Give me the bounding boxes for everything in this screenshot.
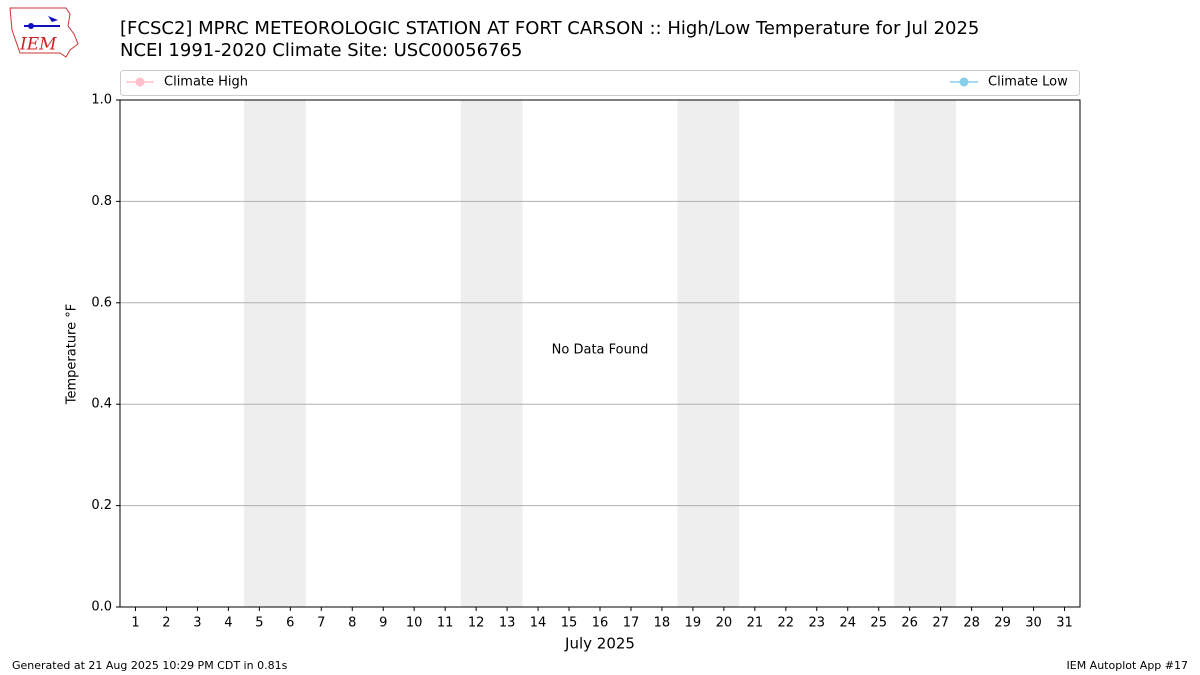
x-tick-label: 26 [901, 616, 918, 631]
shaded-span [677, 100, 740, 607]
logo-text: IEM [19, 35, 57, 55]
legend-marker [135, 77, 145, 87]
y-axis-label: Temperature °F [65, 304, 80, 405]
logo-dot [28, 23, 34, 29]
x-tick-label: 22 [778, 616, 795, 631]
legend-marker [959, 77, 969, 87]
footer-left: Generated at 21 Aug 2025 10:29 PM CDT in… [12, 659, 288, 672]
x-tick-label: 15 [561, 616, 578, 631]
x-tick-label: 8 [348, 616, 356, 631]
x-tick-label: 21 [747, 616, 764, 631]
x-tick-label: 14 [530, 616, 547, 631]
x-tick-label: 23 [809, 616, 826, 631]
footer-right: IEM Autoplot App #17 [1067, 659, 1189, 672]
y-tick-label: 0.8 [91, 194, 112, 209]
x-tick-label: 5 [255, 616, 263, 631]
x-axis-label: July 2025 [564, 635, 635, 653]
x-tick-label: 25 [870, 616, 887, 631]
shaded-span [894, 100, 957, 607]
x-tick-label: 19 [685, 616, 702, 631]
chart-subtitle: NCEI 1991-2020 Climate Site: USC00056765 [120, 40, 522, 61]
x-tick-label: 10 [406, 616, 423, 631]
annotation: No Data Found [552, 343, 649, 358]
shaded-span [243, 100, 306, 607]
chart-title: [FCSC2] MPRC METEOROLOGIC STATION AT FOR… [120, 18, 979, 39]
x-tick-label: 31 [1056, 616, 1073, 631]
x-tick-label: 30 [1025, 616, 1042, 631]
y-tick-label: 0.0 [91, 600, 112, 615]
x-tick-label: 17 [623, 616, 640, 631]
x-tick-label: 2 [162, 616, 170, 631]
y-tick-label: 0.6 [91, 295, 112, 310]
x-tick-label: 11 [437, 616, 454, 631]
x-tick-label: 13 [499, 616, 516, 631]
x-tick-label: 4 [224, 616, 232, 631]
x-tick-label: 6 [286, 616, 294, 631]
x-tick-label: 24 [839, 616, 856, 631]
x-tick-label: 28 [963, 616, 980, 631]
y-tick-label: 0.2 [91, 498, 112, 513]
x-tick-label: 18 [654, 616, 671, 631]
legend-box [120, 70, 1080, 96]
x-tick-label: 1 [131, 616, 139, 631]
logo-outline [9, 7, 79, 58]
x-tick-label: 12 [468, 616, 485, 631]
shaded-span [460, 100, 523, 607]
logo: IEM [9, 7, 79, 58]
y-tick-label: 1.0 [91, 93, 112, 108]
x-tick-label: 7 [317, 616, 325, 631]
legend-label: Climate High [164, 75, 248, 90]
legend-label: Climate Low [988, 75, 1068, 90]
x-tick-label: 9 [379, 616, 387, 631]
plot-frame [119, 99, 1081, 608]
x-tick-label: 16 [592, 616, 609, 631]
x-tick-label: 3 [193, 616, 201, 631]
x-tick-label: 27 [932, 616, 949, 631]
x-tick-label: 20 [716, 616, 733, 631]
y-tick-label: 0.4 [91, 397, 112, 412]
logo-flag [48, 16, 58, 22]
x-tick-label: 29 [994, 616, 1011, 631]
